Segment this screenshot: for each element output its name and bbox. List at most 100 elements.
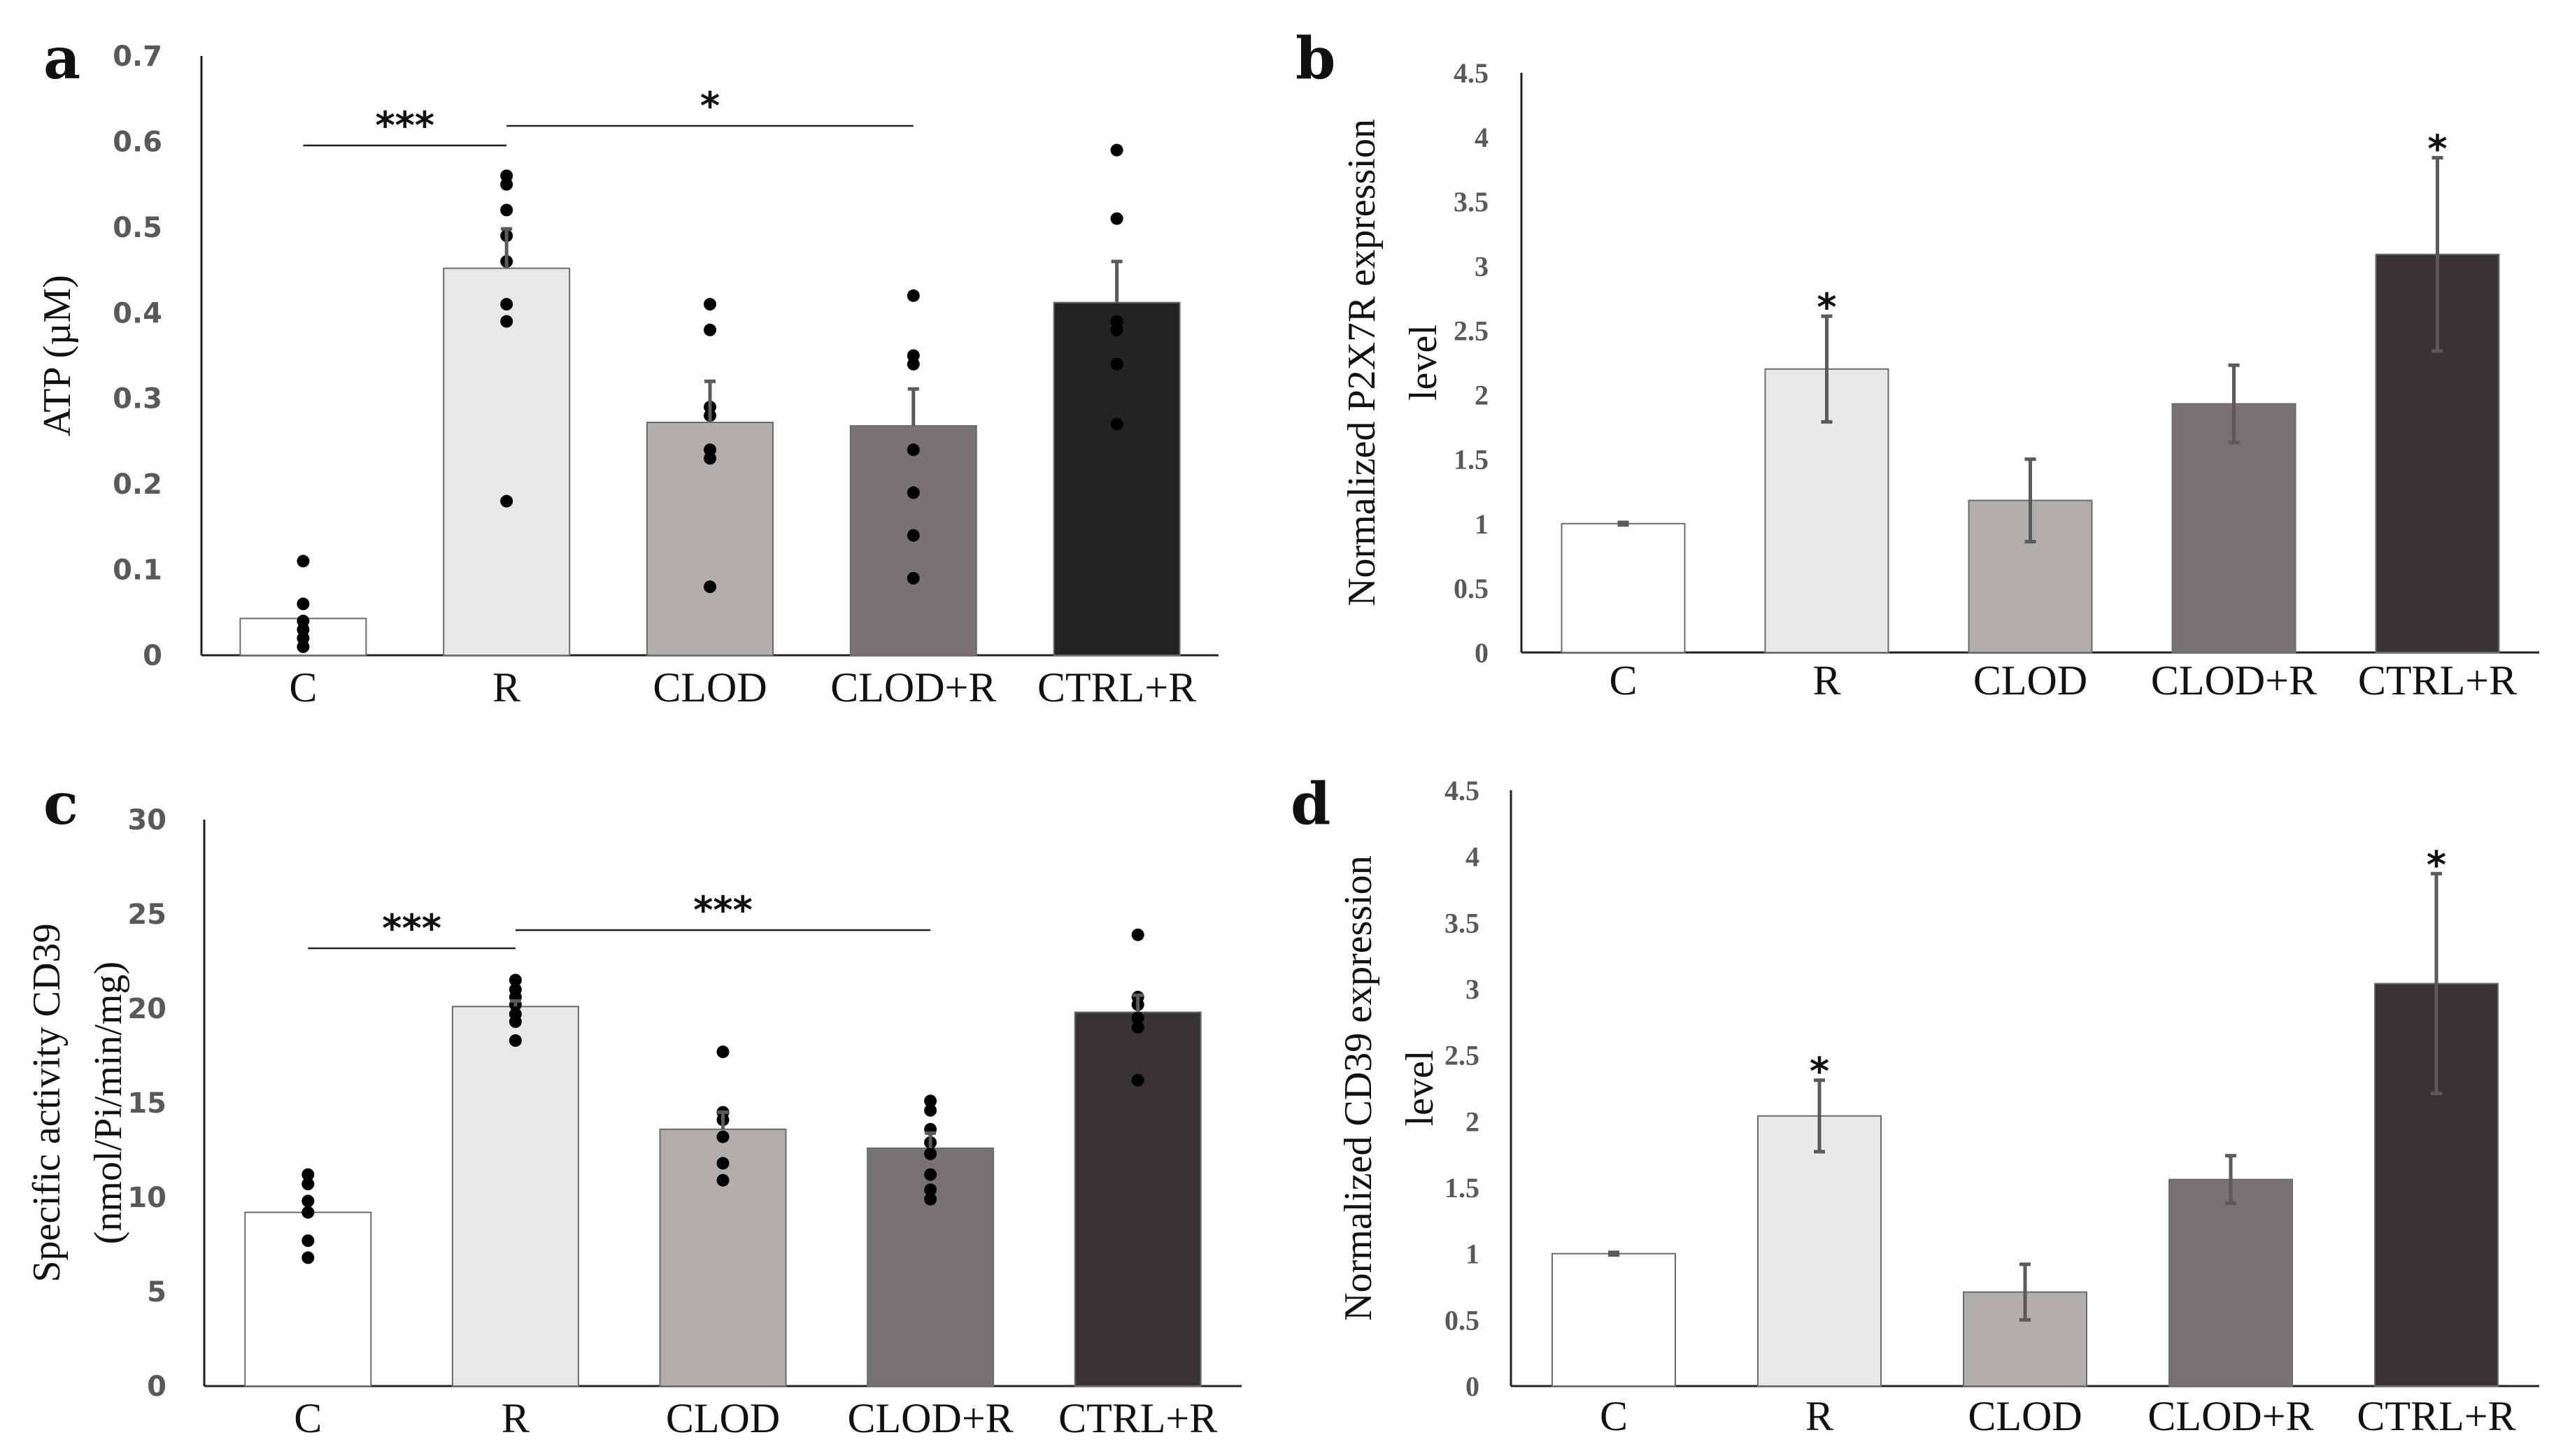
panel-a-y-axis-label: ATP (µM) — [36, 275, 79, 436]
panel-d-xtick-label: CLOD+R — [2147, 1393, 2313, 1439]
panel-a-data-point — [907, 529, 920, 542]
panel-a-xtick-label: CTRL+R — [1037, 664, 1196, 711]
panel-b-ytick-label: 0 — [1475, 637, 1489, 669]
panel-a-data-point — [907, 443, 920, 457]
panel-c-ytick-label: 20 — [127, 993, 166, 1025]
panel-b-ytick-label: 2.5 — [1454, 315, 1489, 346]
panel-b-bar-c — [1561, 522, 1686, 653]
panel-a-comparison-label: * — [700, 84, 720, 128]
panel-c-bar-r — [451, 1006, 579, 1387]
panel-a-xtick-label: R — [492, 664, 520, 711]
panel-c-y-axis-label: (nmol/Pi/min/mg) — [87, 962, 130, 1244]
panel-a-data-point — [907, 571, 920, 585]
panel-d-ytick-label: 4.5 — [1444, 775, 1479, 806]
panel-b-y-axis-label: Normalized P2X7R expression — [1340, 119, 1384, 606]
panel-c-xtick-label: CLOD+R — [848, 1395, 1014, 1441]
panel-a-data-point — [704, 298, 716, 311]
panel-b-ytick-label: 4.5 — [1454, 57, 1489, 89]
panel-d-ytick-label: 1.5 — [1444, 1172, 1479, 1204]
panel-a-data-point — [907, 486, 920, 499]
panel-b-xtick-label: R — [1812, 657, 1840, 704]
panel-c-comparison-label: *** — [382, 906, 441, 950]
panel-b-significance-star: * — [1817, 285, 1836, 329]
panel-a-letter: a — [43, 25, 80, 92]
panel-c-data-point — [301, 1234, 315, 1248]
panel-c-ytick-label: 10 — [127, 1182, 166, 1214]
panel-b-chart: 0 0.5 1 1.5 2 2.5 3 3.5 4 4.5 Normalized P2X7R exp… — [1340, 57, 2539, 704]
panel-d-chart: 0 0.5 1 1.5 2 2.5 3 3.5 4 4.5 Normalized CD39 expr… — [1337, 775, 2539, 1439]
panel-b-ytick-label: 1 — [1475, 508, 1489, 540]
panel-c-data-point — [301, 1178, 315, 1191]
panel-b-xtick-label: C — [1609, 657, 1637, 704]
panel-c-ytick-label: 15 — [127, 1087, 166, 1120]
panel-c-xtick-label: CTRL+R — [1058, 1395, 1217, 1441]
panel-c-data-point — [301, 1206, 315, 1219]
panel-a-ytick-label: 0.5 — [113, 212, 162, 244]
panel-a-data-point — [1110, 323, 1123, 336]
panel-b-letter: b — [1295, 25, 1335, 92]
panel-b-significance-star: * — [2427, 127, 2447, 171]
panel-a-data-point — [1110, 417, 1123, 431]
panel-a-xtick-label: C — [289, 664, 317, 711]
panel-b-bar-clod-r — [2171, 403, 2296, 653]
panel-c-data-point — [1131, 1021, 1144, 1034]
panel-c-data-point — [1131, 1011, 1144, 1025]
panel-a-xtick-label: CLOD+R — [830, 664, 996, 711]
panel-a-data-point — [1110, 143, 1123, 157]
panel-d-significance-star: * — [1810, 1050, 1829, 1094]
panel-c-data-point — [716, 1045, 730, 1059]
panel-a-data-point — [500, 315, 513, 328]
panel-c-data-point — [1131, 928, 1144, 941]
panel-c-data-point — [924, 1192, 937, 1206]
panel-c-data-point — [924, 1147, 937, 1160]
panel-c-ytick-label: 30 — [127, 804, 166, 836]
panel-a-data-point — [297, 640, 310, 653]
panel-c-data-point — [716, 1130, 730, 1143]
panel-c-data-point — [301, 1251, 315, 1264]
panel-c-comparison-label: *** — [693, 888, 753, 932]
panel-d-xtick-label: CTRL+R — [2357, 1393, 2515, 1439]
panel-d-ytick-label: 3.5 — [1444, 907, 1479, 938]
panel-a-data-point — [704, 452, 716, 465]
panel-c-ytick-label: 5 — [147, 1276, 166, 1308]
panel-a-xtick-label: CLOD — [653, 664, 767, 711]
panel-b-y-axis-label: level — [1402, 324, 1445, 401]
panel-d-xtick-label: R — [1805, 1393, 1833, 1439]
panel-c-data-point — [301, 1194, 315, 1208]
panel-d-bar-clod-r — [2168, 1178, 2293, 1387]
panel-c-data-point — [924, 1168, 937, 1181]
panel-d-ytick-label: 1 — [1465, 1239, 1479, 1270]
panel-d-letter: d — [1291, 771, 1330, 838]
panel-a-data-point — [500, 178, 513, 191]
panel-a-data-point — [907, 289, 920, 302]
panel-a-data-point — [500, 204, 513, 217]
panel-c-letter: c — [43, 771, 78, 838]
panel-b-ytick-label: 1.5 — [1454, 444, 1489, 476]
panel-c-xtick-label: R — [502, 1395, 530, 1441]
panel-d-xtick-label: CLOD — [1968, 1393, 2082, 1439]
panel-d-y-axis-label: level — [1398, 1050, 1442, 1127]
panel-a-bar-ctrl-r — [1053, 301, 1181, 656]
panel-a-ytick-label: 0.7 — [113, 41, 162, 73]
panel-d-ytick-label: 4 — [1465, 841, 1479, 873]
panel-c-ytick-label: 25 — [127, 899, 166, 931]
panel-a-data-point — [1110, 212, 1123, 225]
panel-c-xtick-label: CLOD — [666, 1395, 780, 1441]
panel-b-ytick-label: 2 — [1475, 380, 1489, 411]
panel-c-data-point — [509, 1015, 522, 1028]
panel-b-xtick-label: CLOD+R — [2151, 657, 2317, 704]
panel-c-data-point — [716, 1173, 730, 1187]
panel-a-data-point — [907, 357, 920, 371]
panel-c-data-point — [301, 1168, 315, 1181]
panel-d-ytick-label: 0.5 — [1444, 1304, 1479, 1336]
panel-c-data-point — [924, 1183, 937, 1197]
panel-a-ytick-label: 0.2 — [113, 469, 162, 501]
panel-b-ytick-label: 3 — [1475, 250, 1489, 282]
panel-c-data-point — [509, 973, 522, 987]
panel-a-chart: 0 0.1 0.2 0.3 0.4 0.5 0.6 0.7 ATP (µM) C R CLOD CLOD… — [36, 41, 1219, 711]
panel-d-ytick-label: 0 — [1465, 1371, 1479, 1402]
panel-a-data-point — [297, 555, 310, 568]
panel-b-xtick-label: CTRL+R — [2358, 657, 2517, 704]
panel-b-ytick-label: 0.5 — [1454, 573, 1489, 604]
panel-b-ytick-label: 3.5 — [1454, 186, 1489, 217]
